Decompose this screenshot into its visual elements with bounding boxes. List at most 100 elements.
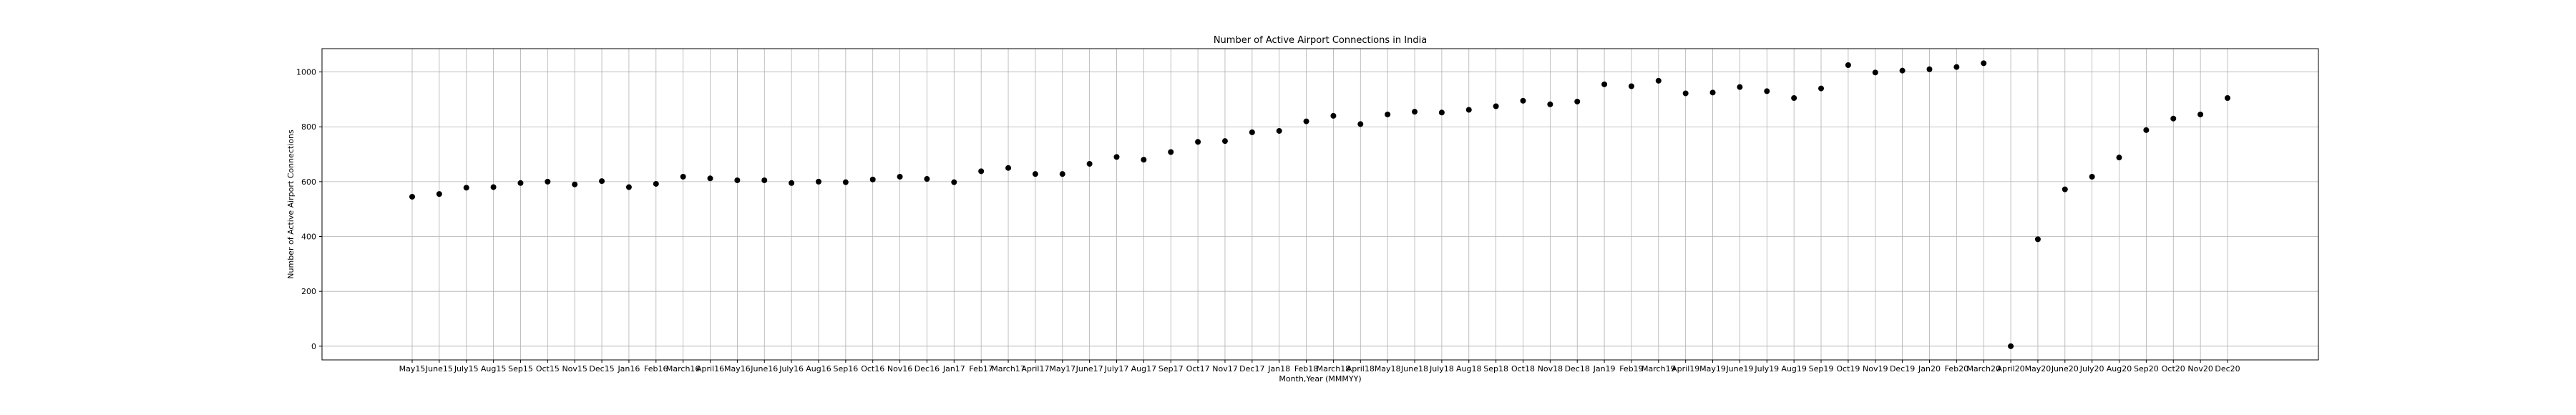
data-point [1791, 94, 1797, 101]
x-tick-label: May16 [724, 364, 751, 374]
x-tick-label: July18 [1429, 364, 1454, 374]
data-point [869, 176, 876, 182]
data-point [1385, 111, 1391, 117]
x-tick-label: May17 [1049, 364, 1075, 374]
data-point [734, 177, 741, 183]
x-tick-label: Oct17 [1186, 364, 1210, 374]
plot-frame [321, 48, 2319, 361]
x-tick-label: Dec15 [589, 364, 614, 374]
x-tick-label: Nov16 [887, 364, 912, 374]
x-tick-label: Aug19 [1781, 364, 1806, 374]
x-tick-label: June15 [425, 364, 453, 374]
data-point [1141, 157, 1147, 163]
data-point [761, 177, 768, 183]
x-tick-label: Oct18 [1511, 364, 1535, 374]
x-tick-label: June16 [750, 364, 778, 374]
data-point [842, 179, 849, 185]
data-point [1845, 62, 1851, 68]
x-tick-label: Oct20 [2162, 364, 2185, 374]
data-point [1899, 67, 1906, 74]
data-point [2116, 155, 2122, 161]
x-tick-label: Nov20 [2187, 364, 2212, 374]
data-point [599, 178, 605, 185]
data-point [545, 178, 551, 185]
x-tick-label: Oct15 [536, 364, 560, 374]
data-point [1493, 103, 1499, 109]
x-tick-label: Aug18 [1456, 364, 1481, 374]
x-tick-label: Nov18 [1538, 364, 1563, 374]
data-point [1682, 90, 1689, 97]
x-tick-label: Aug20 [2107, 364, 2132, 374]
y-tick-label: 400 [301, 233, 316, 242]
x-tick-label: May15 [399, 364, 426, 374]
data-point [1465, 107, 1472, 113]
data-point [1818, 85, 1825, 92]
data-point [1221, 138, 1228, 145]
data-point [572, 181, 578, 187]
data-point [490, 184, 497, 190]
data-point [897, 173, 903, 180]
x-tick-label: May18 [1375, 364, 1401, 374]
data-point [707, 175, 713, 182]
x-tick-label: March20 [1966, 364, 2001, 374]
data-point [653, 180, 659, 187]
data-point [1059, 171, 1065, 177]
data-point [2225, 94, 2230, 101]
x-tick-label: Aug16 [806, 364, 831, 374]
x-tick-label: Sep19 [1809, 364, 1834, 374]
data-point [1086, 160, 1093, 167]
data-point [1628, 83, 1634, 89]
data-point [1113, 154, 1120, 160]
x-tick-label: April16 [696, 364, 724, 374]
data-point [1276, 127, 1282, 134]
data-point [1195, 139, 1201, 145]
x-tick-label: June18 [1400, 364, 1428, 374]
data-point [1438, 109, 1445, 116]
chart-title: Number of Active Airport Connections in … [1214, 35, 1427, 46]
x-tick-label: March18 [1317, 364, 1351, 374]
y-tick-label: 1000 [296, 68, 316, 77]
x-tick-label: Dec20 [2215, 364, 2240, 374]
x-tick-label: Sep18 [1483, 364, 1508, 374]
x-tick-label: Feb16 [644, 364, 668, 374]
x-tick-label: Feb17 [969, 364, 992, 374]
data-point [924, 176, 930, 182]
data-point [1655, 77, 1662, 84]
x-tick-label: April17 [1021, 364, 1049, 374]
data-point [1709, 89, 1716, 96]
data-point [625, 184, 632, 190]
x-tick-label: Dec16 [914, 364, 940, 374]
data-point [1520, 97, 1526, 104]
x-tick-label: Feb19 [1619, 364, 1643, 374]
x-tick-label: March16 [666, 364, 701, 374]
x-tick-label: Aug17 [1131, 364, 1156, 374]
y-tick-label: 200 [301, 287, 316, 296]
data-point [1601, 81, 1608, 87]
y-tick-label: 800 [301, 122, 316, 132]
x-tick-label: Sep20 [2134, 364, 2159, 374]
data-point [1168, 149, 1174, 155]
x-tick-label: April20 [1997, 364, 2025, 374]
data-point [436, 191, 442, 197]
x-tick-label: Jan19 [1593, 364, 1616, 374]
data-point [1764, 88, 1770, 94]
x-tick-label: Nov17 [1212, 364, 1237, 374]
ticks: May15 June15 July15 Aug15 Sep15 Oct15 Nov15 Dec… [296, 68, 2240, 374]
x-tick-label: Oct16 [861, 364, 884, 374]
data-point [1872, 69, 1878, 76]
x-tick-label: Nov15 [562, 364, 587, 374]
data-points [409, 60, 2230, 349]
x-tick-label: Sep15 [508, 364, 533, 374]
x-tick-label: May20 [2025, 364, 2051, 374]
x-tick-label: Dec17 [1239, 364, 1264, 374]
y-tick-label: 600 [301, 177, 316, 187]
x-tick-label: July16 [779, 364, 804, 374]
x-tick-label: May19 [1699, 364, 1726, 374]
data-point [1005, 165, 1012, 171]
x-tick-label: Oct19 [1836, 364, 1860, 374]
data-point [2197, 111, 2204, 117]
grid [322, 49, 2318, 360]
x-tick-label: July17 [1104, 364, 1129, 374]
